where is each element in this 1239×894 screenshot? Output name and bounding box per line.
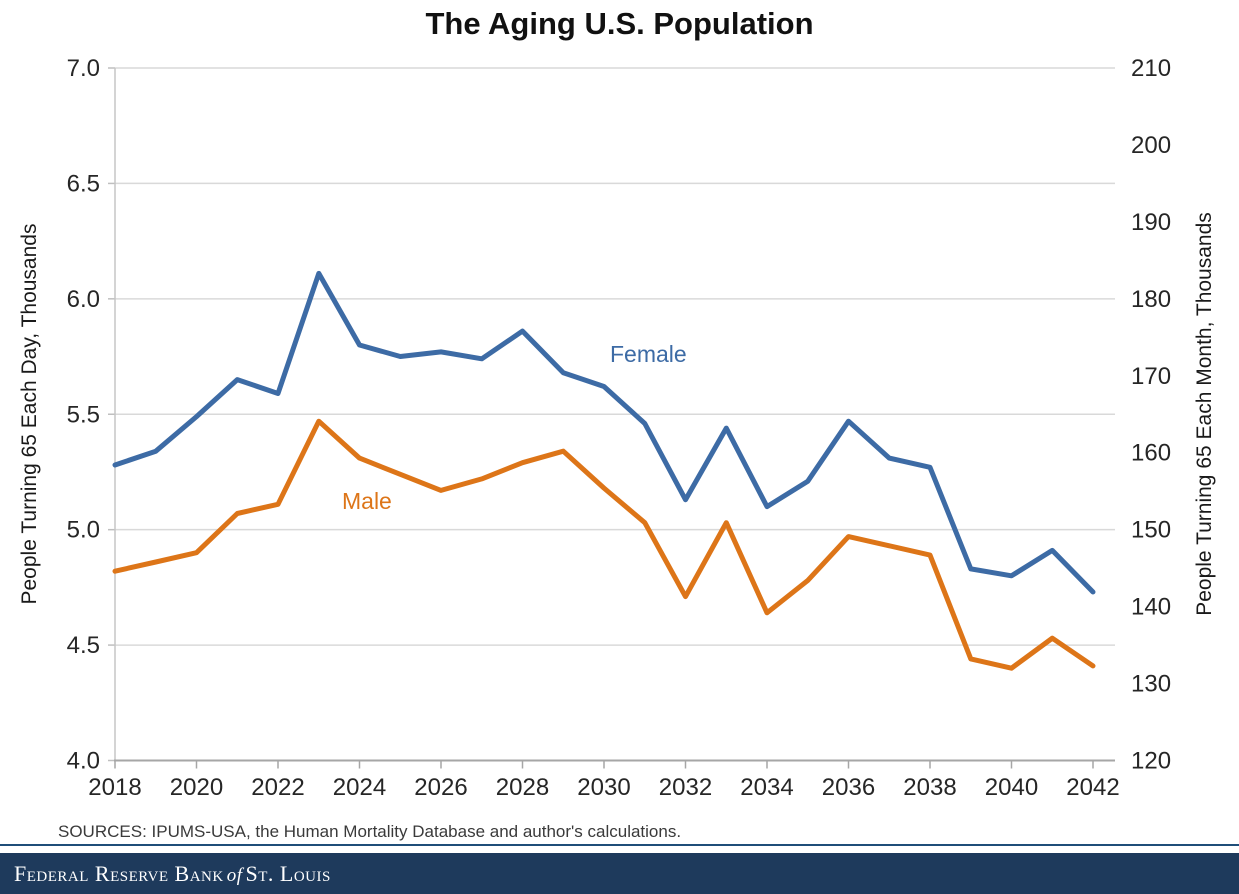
right-y-axis-tick-label: 140 — [1131, 594, 1171, 621]
right-y-axis-tick-label: 120 — [1131, 748, 1171, 775]
right-y-axis-title: People Turning 65 Each Month, Thousands — [1193, 212, 1216, 616]
right-y-axis-tick-label: 130 — [1131, 671, 1171, 698]
footer-bank-name-part2: St. Louis — [245, 860, 331, 886]
footer-bank-name-part1: Federal Reserve Bank — [14, 860, 224, 886]
footer-accent-line — [0, 844, 1239, 846]
right-y-axis-tick-label: 170 — [1131, 363, 1171, 390]
x-axis-tick-label: 2034 — [740, 774, 793, 801]
left-y-axis-tick-label: 4.5 — [67, 632, 100, 659]
female-series-label: Female — [610, 341, 687, 367]
right-y-axis-tick-label: 210 — [1131, 55, 1171, 82]
left-y-axis-tick-label: 7.0 — [67, 55, 100, 82]
footer-bank-name: Federal Reserve Bank of St. Louis — [0, 861, 331, 887]
x-axis-tick-label: 2026 — [414, 774, 467, 801]
x-axis-tick-label: 2030 — [577, 774, 630, 801]
right-y-axis-tick-label: 160 — [1131, 440, 1171, 467]
left-y-axis-tick-label: 5.5 — [67, 401, 100, 428]
left-y-axis-tick-label: 5.0 — [67, 517, 100, 544]
right-y-axis-tick-label: 200 — [1131, 132, 1171, 159]
x-axis-tick-label: 2018 — [88, 774, 141, 801]
plot-area: 7.0 6.5 6.0 5.5 5.0 4.5 4.0 210 200 190 180 170 160 1… — [67, 55, 1171, 801]
x-axis-tick-label: 2038 — [903, 774, 956, 801]
x-axis-tick-label: 2020 — [170, 774, 223, 801]
source-note: SOURCES: IPUMS-USA, the Human Mortality … — [58, 822, 682, 841]
x-axis-tick-label: 2028 — [496, 774, 549, 801]
left-y-axis-tick-label: 4.0 — [67, 748, 100, 775]
right-y-axis-tick-label: 150 — [1131, 517, 1171, 544]
x-axis-tick-label: 2040 — [985, 774, 1038, 801]
left-y-axis-title: People Turning 65 Each Day, Thousands — [18, 223, 41, 605]
left-y-axis-tick-label: 6.5 — [67, 170, 100, 197]
chart-title: The Aging U.S. Population — [425, 6, 814, 41]
right-y-axis-tick-label: 190 — [1131, 209, 1171, 236]
male-series-label: Male — [342, 488, 392, 514]
footer-bar: Federal Reserve Bank of St. Louis — [0, 853, 1239, 894]
x-axis-tick-label: 2032 — [659, 774, 712, 801]
x-axis-tick-label: 2024 — [333, 774, 386, 801]
series-line-female — [112, 270, 1096, 595]
x-axis-tick-label: 2022 — [251, 774, 304, 801]
x-axis-tick-label: 2042 — [1066, 774, 1119, 801]
x-axis-tick-label: 2036 — [822, 774, 875, 801]
series-line-male — [112, 418, 1096, 671]
right-y-axis-tick-label: 180 — [1131, 286, 1171, 313]
left-y-axis-tick-label: 6.0 — [67, 286, 100, 313]
footer-bank-name-of: of — [226, 864, 243, 886]
